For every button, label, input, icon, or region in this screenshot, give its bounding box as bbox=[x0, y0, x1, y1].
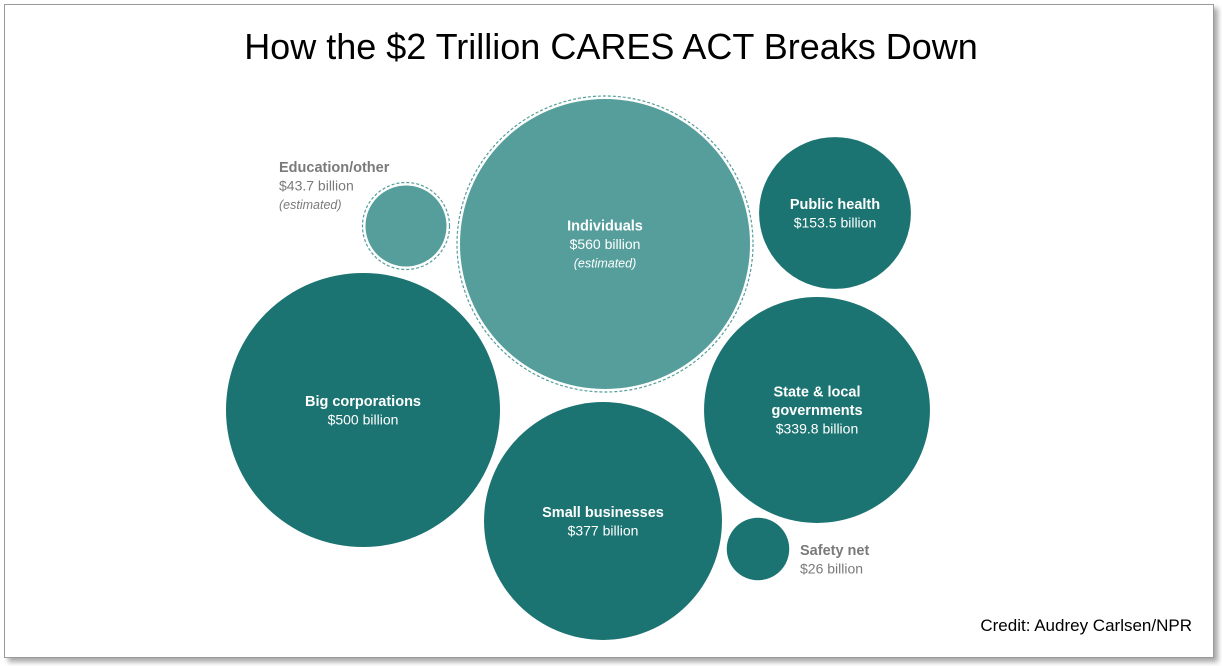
bubble-label-individuals-name: Individuals bbox=[567, 219, 643, 235]
bubble-small-businesses: Small businesses$377 billion bbox=[484, 402, 722, 640]
bubble-label-education-other-name: Education/other bbox=[279, 160, 390, 176]
bubble-circle-big-corporations bbox=[225, 272, 501, 548]
bubble-safety-net: Safety net $26 billion bbox=[726, 517, 869, 581]
bubble-state-and-local-governments: State & local governments $339.8 billion bbox=[704, 297, 930, 523]
bubble-label-safety-net-value: $26 billion bbox=[800, 561, 863, 577]
bubble-individuals: Individuals$560 billion (estimated) bbox=[456, 95, 754, 393]
bubble-public-health: Public health$153.5 billion bbox=[759, 137, 911, 289]
bubble-label-individuals-value: $560 billion bbox=[570, 236, 641, 252]
bubble-label-education-other-value: $43.7 billion bbox=[279, 178, 354, 194]
bubble-label-education-other-note: (estimated) bbox=[279, 198, 342, 212]
chart-title: How the $2 Trillion CARES ACT Breaks Dow… bbox=[244, 26, 978, 67]
bubble-circle-individuals bbox=[460, 99, 750, 389]
bubble-education-other: Education/other $43.7 billion (estimated) bbox=[279, 160, 451, 271]
bubble-label-big-corporations-value: $500 billion bbox=[328, 411, 399, 427]
bubble-outline-individuals bbox=[456, 95, 754, 393]
bubble-label-small-businesses-value: $377 billion bbox=[568, 522, 639, 538]
credit-text: Credit: Audrey Carlsen/NPR bbox=[980, 616, 1192, 635]
bubble-big-corporations: Big corporations$500 billion bbox=[225, 272, 501, 548]
bubble-circle-safety-net bbox=[726, 517, 790, 581]
bubble-label-safety-net-name: Safety net bbox=[800, 543, 869, 559]
bubble-outline-education-other bbox=[361, 181, 451, 271]
bubble-label-public-health-name: Public health bbox=[790, 197, 880, 213]
bubble-circle-small-businesses bbox=[484, 402, 722, 640]
bubble-label-big-corporations-name: Big corporations bbox=[305, 394, 421, 410]
bubble-circle-state-and-local-governments bbox=[704, 297, 930, 523]
bubble-circle-education-other bbox=[365, 185, 447, 267]
bubble-label-state-and-local-governments-name-0: State & local bbox=[773, 385, 860, 401]
bubble-label-individuals-note: (estimated) bbox=[574, 257, 637, 271]
bubble-circle-public-health bbox=[759, 137, 911, 289]
bubble-label-state-and-local-governments-name-1: governments bbox=[771, 403, 862, 419]
bubble-label-public-health-value: $153.5 billion bbox=[794, 214, 877, 230]
bubble-label-small-businesses-name: Small businesses bbox=[542, 505, 664, 521]
bubble-label-state-and-local-governments-value: $339.8 billion bbox=[776, 421, 859, 437]
